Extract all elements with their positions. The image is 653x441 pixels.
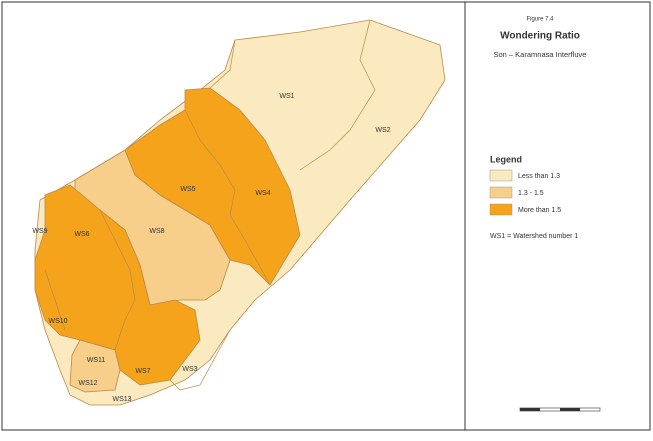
watershed-label: WS6: [74, 231, 89, 238]
legend-label: 1.3 - 1.5: [518, 190, 544, 197]
watershed-label: WS9: [32, 228, 47, 235]
region-dark: [124, 87, 301, 286]
watershed-label: WS1: [279, 93, 294, 100]
boundary: [169, 329, 231, 391]
watershed-label: WS3: [182, 366, 197, 373]
legend-label: Less than 1.3: [518, 173, 560, 180]
watershed-label: WS8: [149, 228, 164, 235]
watershed-label: WS7: [135, 368, 150, 375]
scale-bar: [519, 407, 601, 412]
legend-label: More than 1.5: [518, 207, 561, 214]
boundary: [299, 19, 376, 171]
watershed-label: WS4: [255, 190, 270, 197]
map-title: Wondering Ratio: [500, 31, 580, 42]
boundary: [99, 209, 136, 351]
watershed-label: WS5: [180, 186, 195, 193]
watershed-label: WS11: [87, 357, 106, 364]
map-subtitle: Son – Karamnasa Interfluve: [494, 50, 587, 59]
watershed-label: WS2: [375, 127, 390, 134]
figure-number: Figure 7.4: [526, 17, 554, 23]
legend-note: WS1 = Watershed number 1: [490, 233, 578, 240]
watershed-label: WS10: [48, 318, 67, 325]
legend-swatch: [489, 169, 513, 182]
watershed-labels: WS1 WS2 WS4 WS5 WS9 WS6 WS8 WS10 WS11 WS12 WS7 WS3 W…: [32, 93, 390, 403]
boundary: [184, 109, 271, 286]
map: [34, 19, 446, 406]
boundary: [44, 269, 66, 331]
region-mid: [69, 339, 121, 393]
legend-title: Legend: [490, 154, 522, 164]
legend-swatch: [489, 203, 513, 216]
watershed-label: WS12: [78, 380, 97, 387]
watershed-label: WS13: [112, 396, 131, 403]
legend-swatch: [489, 186, 513, 199]
boundary: [209, 39, 236, 89]
